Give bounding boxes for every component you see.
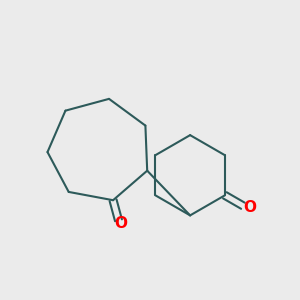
Text: O: O — [114, 216, 127, 231]
Text: O: O — [243, 200, 256, 215]
